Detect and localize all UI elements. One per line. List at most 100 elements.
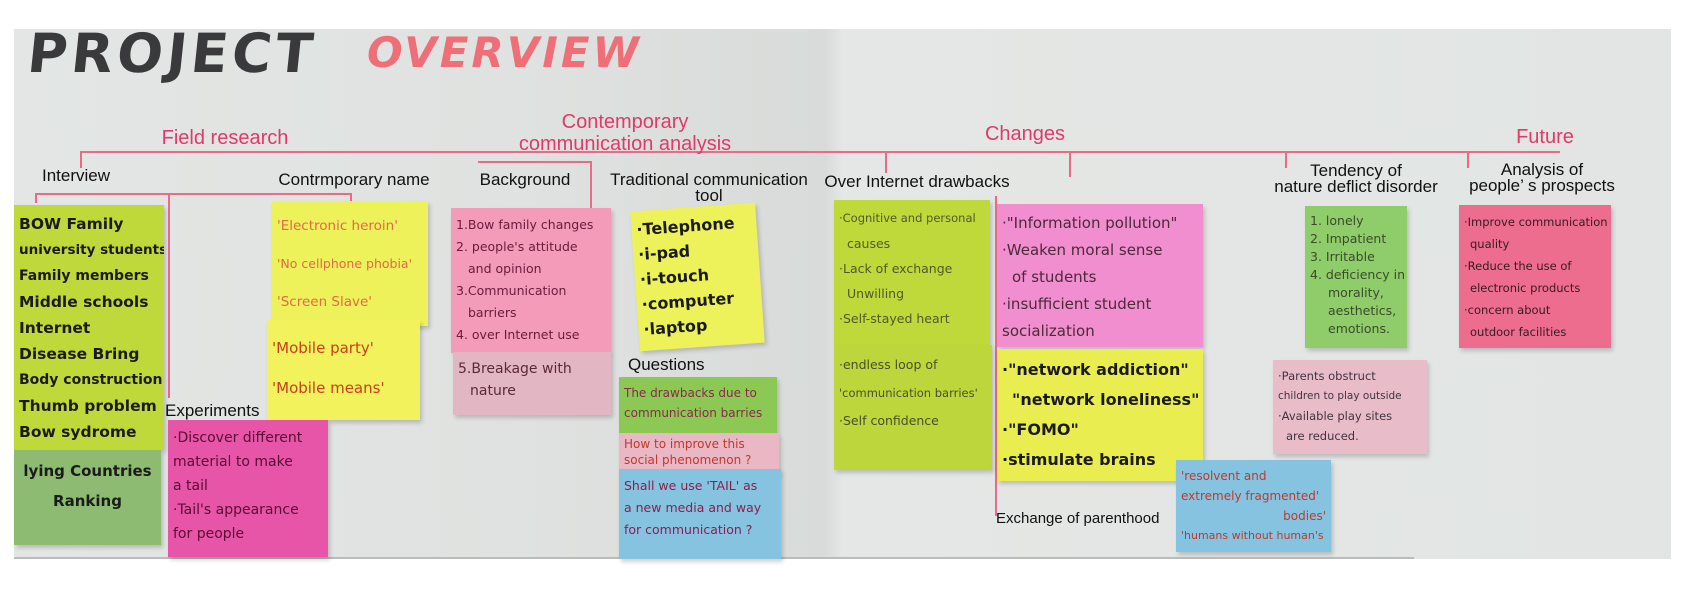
note-line: lying Countries [23,462,152,480]
interview-drop [35,193,37,203]
subhead-interview: Interview [41,166,111,185]
note-line: children to play outside [1278,390,1402,402]
note-drawbacks-2: ·endless loop of 'communication barries'… [834,345,992,470]
section-future: Future [1516,126,1574,148]
note-line: are reduced. [1286,429,1359,443]
subhead-internet-drawbacks: Over Internet drawbacks [824,172,1010,191]
note-line: ·Available play sites [1278,409,1393,423]
note-line: 2. Impatient [1310,231,1387,246]
subhead-prospects: Analysis of people’ s prospects [1462,161,1622,195]
background-connector [478,161,591,163]
note-line: 'communication barries' [839,386,978,400]
subhead-parenthood: Exchange of parenthood [996,510,1160,527]
note-line: 4. over Internet use [456,327,580,342]
note-line: ·"FOMO" [1002,420,1079,439]
note-future: ·Improve communication quality ·Reduce t… [1459,205,1611,348]
title-overview: OVERVIEW [367,28,642,77]
note-line: for communication ? [624,522,753,537]
subhead-contemporary-name: Contrmporary name [278,170,430,189]
subhead-questions: Questions [628,355,705,374]
note-line: ·Self confidence [839,413,939,428]
section-contemporary-line1: Contemporary [561,111,689,133]
note-line: social phenomenon ? [624,453,752,467]
note-background-nature: 5.Breakage with nature [453,352,611,415]
note-line: 'Screen Slave' [277,294,373,310]
note-question-tail: Shall we use 'TAIL' as a new media and w… [619,469,781,559]
note-question-drawbacks: The drawbacks due to communication barri… [619,377,777,433]
note-changes-pollution: ·"Information pollution" ·Weaken moral s… [997,204,1203,347]
subhead-nature-deficit: Tendency of nature deflict disorder [1266,162,1446,195]
note-line: 'Electronic heroin' [277,218,398,234]
note-line: a tail [173,478,208,494]
note-line: quality [1470,237,1510,251]
note-line: ·Improve communication [1464,215,1608,229]
note-line: causes [847,236,891,251]
parenthood-drop [995,196,997,516]
note-contemporary-name-2: 'Mobile party' 'Mobile means' [267,320,420,420]
subhead-traditional-line1: Traditional communication [610,170,808,189]
note-line: emotions. [1328,321,1390,336]
note-drawbacks-1: ·Cognitive and personal causes ·Lack of … [834,200,990,345]
note-line: morality, [1328,285,1384,300]
note-line: 'Mobile means' [272,379,385,397]
note-line: 5.Breakage with [458,361,572,377]
note-line: Middle schools [19,293,149,311]
section-contemporary-line2: communication analysis [518,133,732,155]
connector-changes-b [1069,151,1071,177]
subhead-experiments: Experiments [165,401,260,420]
experiments-drop [168,193,170,398]
note-line: ·concern about [1464,303,1551,317]
note-line: ·Self-stayed heart [839,311,950,326]
note-line: Unwilling [847,286,905,301]
interview-connector [35,193,350,195]
note-line: Thumb problem [19,397,157,415]
section-changes: Changes [984,123,1066,145]
note-line: barriers [468,305,517,320]
note-line: 'resolvent and [1181,469,1267,483]
note-line: of students [1012,268,1097,286]
note-line: for people [173,526,245,542]
note-line: bodies' [1283,509,1326,523]
note-experiments: ·Discover different material to make a t… [168,420,328,557]
note-line: ·Reduce the use of [1464,259,1572,273]
note-line: How to improve this [624,437,745,451]
note-line: socialization [1002,322,1095,340]
note-line: Ranking [53,492,122,510]
note-line: nature [470,383,516,399]
note-line: ·"Information pollution" [1002,214,1178,232]
note-line: 'No cellphone phobia' [277,256,413,271]
connector-future [1467,151,1469,168]
note-line: The drawbacks due to [624,386,757,400]
main-connector [80,151,1560,153]
note-background: 1.Bow family changes 2. people's attitud… [451,208,611,353]
connector-field [80,151,82,168]
note-line: ·Lack of exchange [839,261,953,276]
subhead-prospects-line2: people’ s prospects [1469,176,1615,195]
note-line: Shall we use 'TAIL' as [624,478,758,493]
note-line: "network loneliness" [1012,390,1200,409]
note-line: a new media and way [624,500,762,515]
note-line: ·endless loop of [839,357,938,372]
note-line: ·Cognitive and personal [839,211,976,225]
note-line: extremely fragmented' [1181,489,1320,503]
note-changes-network: ·"network addiction" "network loneliness… [997,349,1203,481]
note-line: 2. people's attitude [456,239,578,254]
contemp-name-drop [350,193,352,203]
note-line: Disease Bring [19,345,140,363]
note-line: ·Parents obstruct [1278,369,1376,383]
subhead-traditional-line2: tool [695,186,723,205]
note-line: ·Tail's appearance [173,502,299,518]
note-line: Bow sydrome [19,423,137,441]
note-line: 4. deficiency in [1310,267,1405,282]
note-parenthood: 'resolvent and extremely fragmented' bod… [1176,460,1331,552]
note-line: and opinion [468,261,542,276]
note-line: Body construction [19,372,163,388]
note-line: ·Weaken moral sense [1002,241,1163,259]
note-nature-deficit: 1. lonely 2. Impatient 3. Irritable 4. d… [1305,206,1407,348]
note-line: ·Discover different [173,430,303,446]
subhead-traditional: Traditional communication tool [594,170,824,205]
note-line: outdoor facilities [1470,325,1567,339]
section-contemporary: Contemporary communication analysis [490,111,760,155]
note-line: 3. Irritable [1310,249,1375,264]
note-interview-ranking: lying Countries Ranking [14,450,161,545]
